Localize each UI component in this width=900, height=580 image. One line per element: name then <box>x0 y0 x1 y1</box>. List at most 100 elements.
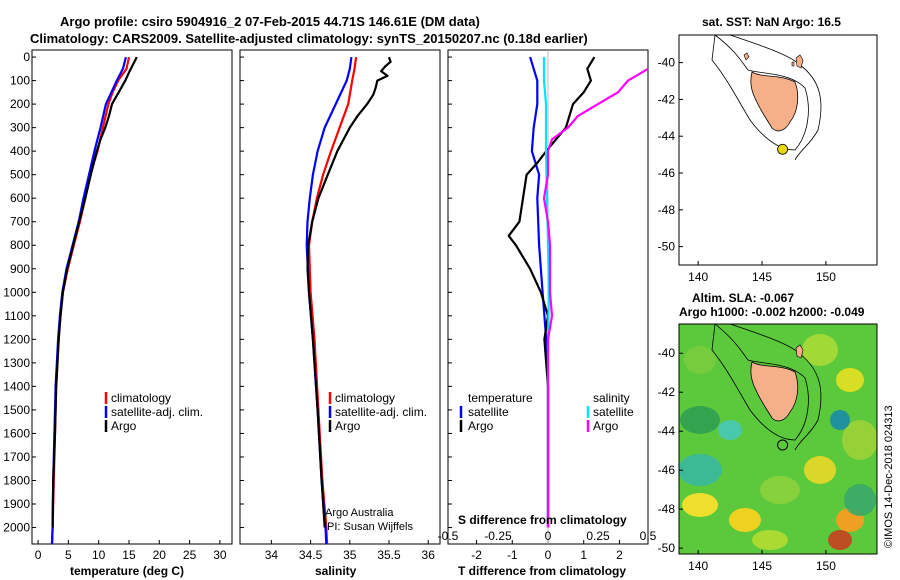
sla-map-content <box>679 324 877 550</box>
series-line-argo <box>51 56 138 528</box>
map-y-tick-label: -50 <box>658 541 676 555</box>
imos-stamp: ©IMOS 14-Dec-2018 024313 <box>883 405 895 548</box>
sla-anomaly-blob <box>680 406 720 434</box>
sla-bathymetry-contour-outer <box>729 324 822 451</box>
depth-tick-label: 1100 <box>4 309 30 323</box>
x-tick-label: 10 <box>92 548 106 562</box>
x-tick-label: 2 <box>616 548 623 562</box>
depth-tick-label: 1700 <box>3 450 30 464</box>
salinity-panel-frame <box>239 49 441 545</box>
depth-tick-label: 1800 <box>3 473 30 487</box>
sla-map-title: Altim. SLA: -0.067 <box>692 291 794 305</box>
x-tick-label: 34.5 <box>299 548 323 562</box>
depth-tick-label: 1200 <box>3 332 30 346</box>
map-y-tick-label: -48 <box>658 502 676 516</box>
flinders-island-land <box>791 54 804 69</box>
king-island-land <box>743 52 750 61</box>
series-line-temperature-argo <box>507 56 596 528</box>
sla-map-subtitle: Argo h1000: -0.002 h2000: -0.049 <box>679 305 865 319</box>
x-tick-label: 36 <box>422 548 436 562</box>
difference-plot: -2 -1 0 1 2 -0.5 -0.25 0 0.25 0.5 <box>438 50 657 562</box>
sla-anomaly-blob <box>679 454 722 486</box>
map-y-tick-label: -46 <box>658 463 676 477</box>
temperature-legend-satellite: satellite-adj. clim. <box>111 405 203 419</box>
map-x-tick-label: 145 <box>752 559 772 573</box>
x-tick-label: 15 <box>122 548 136 562</box>
series-line-climatology <box>50 56 131 545</box>
salinity-legend-climatology: climatology <box>335 391 395 405</box>
x-tick-label: -2 <box>471 548 482 562</box>
credit-line2: PI: Susan Wijffels <box>327 521 413 533</box>
sla-flinders-island-land <box>795 344 804 359</box>
map-y-tick-label: -50 <box>658 240 676 254</box>
map-x-tick-label: 150 <box>816 559 836 573</box>
salinity-legend-argo: Argo <box>335 419 361 433</box>
sla-anomaly-blob <box>836 368 864 392</box>
x-tick-label: 5 <box>65 548 72 562</box>
x2-tick-label: 0.25 <box>586 529 610 543</box>
depth-tick-label: 0 <box>23 50 30 64</box>
x-tick-label: 1 <box>580 548 587 562</box>
salinity-legend: climatology satellite-adj. clim. Argo <box>328 391 427 433</box>
map-x-tick-label: 140 <box>688 559 708 573</box>
map-x-tick-label: 145 <box>752 270 772 284</box>
x-tick-label: 0 <box>545 548 552 562</box>
temperature-panel-frame <box>31 49 233 545</box>
sst-bathymetry-contour-outer <box>729 35 822 161</box>
depth-tick-label: 200 <box>10 97 30 111</box>
diff-legend-temperature-argo: Argo <box>468 419 494 433</box>
depth-tick-label: 1500 <box>3 403 30 417</box>
x-tick-label: -1 <box>507 548 518 562</box>
sst-float-position-marker <box>777 143 788 155</box>
temperature-legend-climatology: climatology <box>111 391 171 405</box>
sst-bathymetry-contour <box>711 35 809 151</box>
sla-anomaly-blob <box>752 530 788 550</box>
sst-map-axes: 140 145 150 -40 -42 -44 -46 -48 -50 <box>658 56 837 284</box>
series-line-salinity-argo <box>542 67 649 528</box>
map-x-tick-label: 150 <box>816 270 836 284</box>
temperature-legend-argo: Argo <box>111 419 137 433</box>
map-y-tick-label: -42 <box>658 385 676 399</box>
depth-tick-label: 500 <box>10 168 30 182</box>
series-line-satellite-adj-clim- <box>305 56 353 545</box>
sla-anomaly-blob <box>802 334 838 366</box>
diff-legend-salinity-satellite: satellite <box>593 405 634 419</box>
sla-map-frame <box>678 323 878 555</box>
series-line-argo <box>306 56 392 528</box>
sla-anomaly-blob <box>682 493 718 517</box>
tasmania-land <box>750 71 799 132</box>
sla-anomaly-blob <box>828 530 852 550</box>
depth-tick-label: 100 <box>10 74 30 88</box>
depth-tick-label: 600 <box>10 191 30 205</box>
map-y-tick-label: -46 <box>658 166 676 180</box>
x2-tick-label: -0.25 <box>484 529 512 543</box>
x-tick-label: 25 <box>183 548 197 562</box>
x-tick-label: 20 <box>153 548 167 562</box>
map-y-tick-label: -40 <box>658 346 676 360</box>
difference-x2label: S difference from climatology <box>458 513 627 527</box>
sla-anomaly-blob <box>842 420 877 460</box>
x2-tick-label: 0 <box>545 529 552 543</box>
temperature-plot: 0 5 10 15 20 25 30 <box>35 56 227 562</box>
sla-bathymetry-contour <box>711 324 809 441</box>
figure-title-line1: Argo profile: csiro 5904916_2 07-Feb-201… <box>60 14 480 29</box>
diff-legend-salinity-title: salinity <box>593 391 630 405</box>
map-y-tick-label: -48 <box>658 203 676 217</box>
diff-legend-temperature-satellite: satellite <box>468 405 509 419</box>
depth-tick-label: 1900 <box>3 497 30 511</box>
x-tick-label: 35.5 <box>377 548 401 562</box>
sla-anomaly-blob <box>804 456 836 484</box>
sla-anomaly-blob <box>684 346 716 374</box>
sst-map-content <box>711 35 822 161</box>
sla-anomaly-blob <box>729 508 761 532</box>
depth-tick-label: 300 <box>10 121 30 135</box>
depth-tick-label: 800 <box>10 238 30 252</box>
map-y-tick-label: -42 <box>658 92 676 106</box>
depth-tick-label: 400 <box>10 144 30 158</box>
x2-tick-label: 0.5 <box>640 529 657 543</box>
sla-map-axes: 140 145 150 -40 -42 -44 -46 -48 -50 <box>658 346 837 573</box>
depth-tick-label: 1300 <box>3 356 30 370</box>
x-tick-label: 34 <box>265 548 279 562</box>
x-tick-label: 0 <box>35 548 42 562</box>
